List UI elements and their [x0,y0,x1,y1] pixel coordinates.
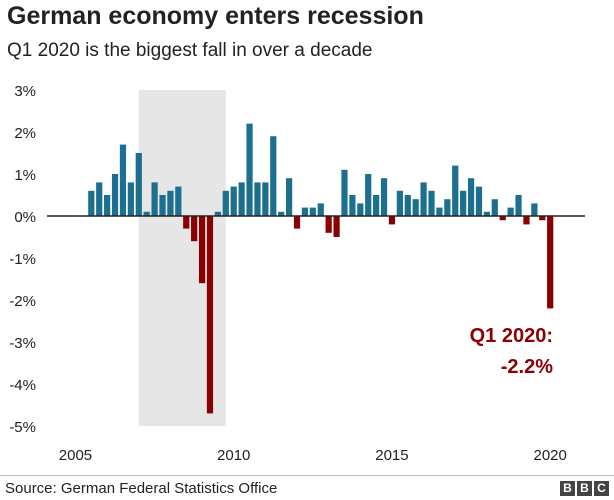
bar [317,203,324,216]
y-tick-label: 1% [14,167,36,184]
bar [523,216,530,225]
bar [214,211,221,216]
y-tick-label: 2% [14,125,36,142]
bar [270,136,277,216]
bar [452,165,459,216]
y-tick-label: -2% [9,293,36,310]
bar [475,186,483,216]
bar [309,207,316,216]
bar [373,195,380,216]
bar [349,195,356,216]
bar [499,216,506,221]
bar [341,169,348,216]
logo-letter: B [560,481,575,496]
bar [428,190,435,216]
annotation-line-1: Q1 2020: [470,325,553,347]
bar [254,182,261,216]
bar [325,216,332,233]
bar [238,182,245,216]
bar [460,190,467,216]
chart-title: German economy enters recession [7,2,424,30]
bar [262,182,269,216]
bar [444,199,451,216]
bar [388,216,396,225]
bar [483,211,490,216]
bar [365,174,372,216]
logo-letter: B [577,481,592,496]
logo-letter: C [594,481,609,496]
bar [222,190,229,216]
bar [333,216,340,237]
bar [412,199,419,216]
bbc-logo: B B C [560,481,609,496]
bar [539,216,546,221]
bar [246,123,253,216]
bar [151,182,158,216]
bar [167,190,174,216]
bar [135,153,142,216]
source-note: Source: German Federal Statistics Office [5,480,278,497]
bar [198,216,206,284]
bar [293,216,301,229]
x-tick-label: 2010 [217,447,250,464]
y-tick-label: -3% [9,335,36,352]
bar [127,182,134,216]
bar [420,182,427,216]
bar [436,207,443,216]
bar [531,203,538,216]
bar [119,144,127,216]
bar [230,186,237,216]
bar [515,195,522,216]
x-tick-label: 2005 [59,447,92,464]
annotation-line-2: -2.2% [501,356,553,378]
bar [507,207,514,216]
bar [380,178,388,216]
bar [96,182,103,216]
bar [183,216,190,229]
y-tick-label: 0% [14,209,36,226]
bar [159,195,166,216]
y-tick-label: -4% [9,377,36,394]
bar [404,195,411,216]
bar [491,199,498,216]
bar [547,216,554,309]
bar [467,178,475,216]
bar [396,190,403,216]
bar [143,211,150,216]
bar [191,216,198,242]
bar [88,190,95,216]
footer: Source: German Federal Statistics Office… [0,475,614,500]
y-tick-label: 3% [14,83,36,100]
x-tick-label: 2015 [375,447,408,464]
x-tick-label: 2020 [534,447,567,464]
bar-chart: 3% 2% 1% 0% -1% -2% -3% -4% -5% 2005 2010 2015 2020… [9,83,585,464]
bar [278,211,285,216]
bar [301,207,309,216]
bar [111,174,119,216]
bar [285,178,293,216]
bar [357,203,364,216]
chart-subtitle: Q1 2020 is the biggest fall in over a de… [7,40,373,61]
bar [175,186,182,216]
bar [104,195,111,216]
y-tick-label: -5% [9,419,36,436]
y-tick-label: -1% [9,251,36,268]
bar [206,216,214,414]
